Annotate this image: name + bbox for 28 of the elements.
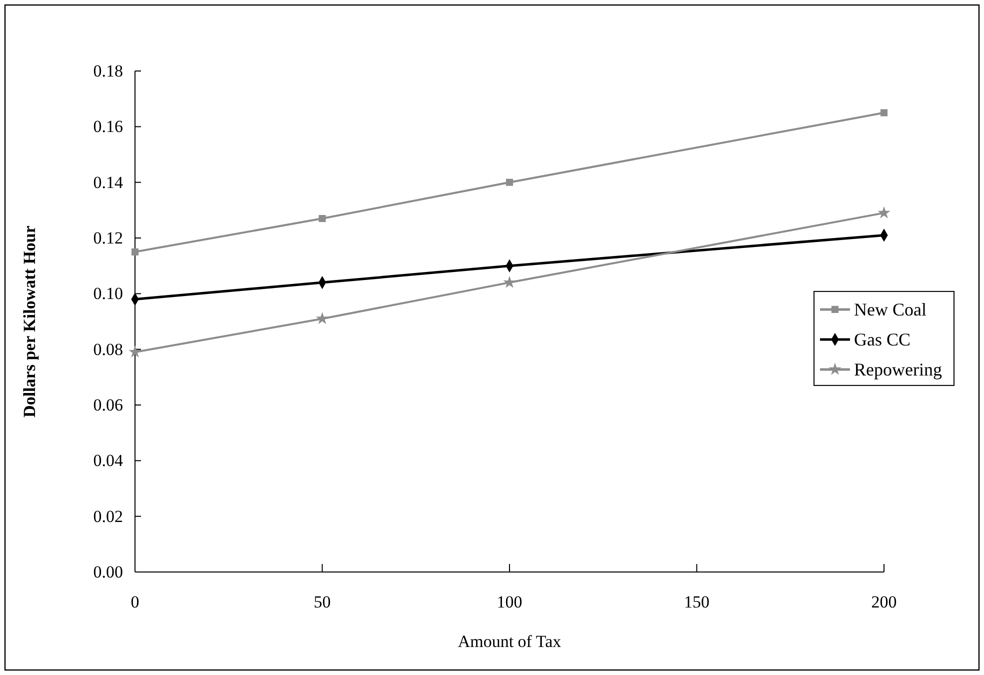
point	[318, 214, 326, 222]
x-tick-label: 0	[130, 592, 140, 612]
y-axis-title: Dollars per Kilowatt Hour	[20, 225, 39, 418]
y-tick-label: 0.00	[93, 562, 123, 582]
y-tick-label: 0.14	[93, 172, 124, 192]
x-tick-label: 50	[314, 592, 331, 612]
x-tick-label: 150	[684, 592, 710, 612]
point	[880, 109, 888, 116]
x-axis-title: Amount of Tax	[458, 632, 562, 651]
y-tick-label: 0.10	[93, 284, 123, 304]
y-tick-label: 0.04	[93, 451, 124, 470]
point	[131, 248, 139, 256]
y-tick-label: 0.16	[93, 117, 123, 136]
y-tick-label: 0.18	[93, 61, 123, 80]
x-tick-label: 200	[871, 592, 897, 612]
point	[503, 276, 516, 288]
y-tick-label: 0.02	[93, 506, 123, 526]
y-tick-label: 0.08	[93, 340, 123, 359]
y-tick-label: 0.06	[93, 395, 123, 414]
point	[506, 178, 514, 186]
point	[878, 206, 890, 218]
point	[316, 312, 329, 324]
legend-label: New Coal	[854, 299, 926, 320]
y-tick-label: 0.12	[93, 228, 123, 248]
point	[128, 345, 142, 358]
legend-label: Repowering	[854, 359, 942, 380]
x-tick-label: 100	[496, 592, 522, 612]
legend-label: Gas CC	[854, 329, 911, 350]
